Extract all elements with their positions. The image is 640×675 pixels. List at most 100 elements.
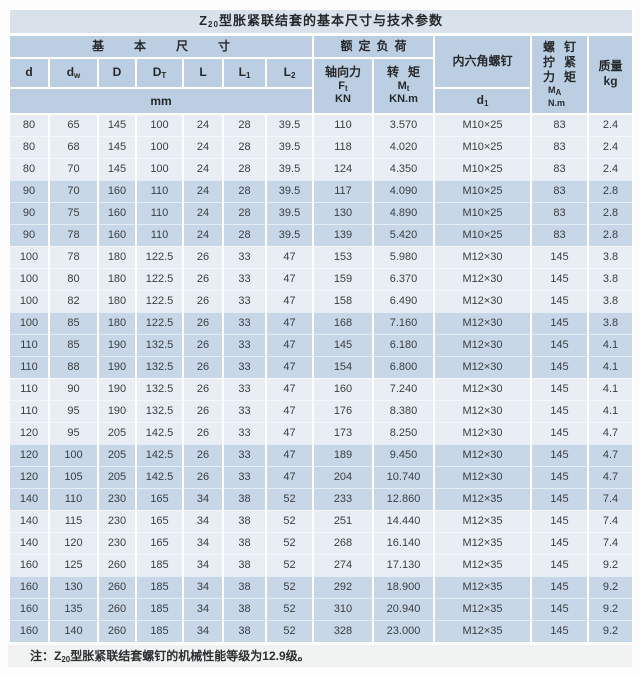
table-cell: 260 [97,575,137,598]
table-cell: 9.2 [586,575,635,598]
screw-tightening-line3: 力矩 [542,70,585,85]
table-cell: 145 [530,465,589,488]
table-cell: 185 [135,575,184,598]
table-cell: 33 [222,311,267,334]
table-row: 140 115 230 165 34 38 52 251 14.440 M12×35 145 7.4 [8,509,635,532]
col-axial-force: 轴向力 Ft KN [312,57,374,115]
table-cell: 160 [8,553,50,576]
table-cell: M12×35 [433,509,532,532]
table-cell: 180 [97,289,137,312]
table-cell: 34 [182,575,224,598]
table-cell: 142.5 [135,465,184,488]
axial-force-unit: KN [335,93,351,106]
table-cell: 165 [135,531,184,554]
table-cell: 176 [312,399,374,422]
table-cell: 130 [48,575,99,598]
table-cell: M10×25 [433,135,532,158]
table-cell: M12×35 [433,531,532,554]
table-cell: 38 [222,509,267,532]
table-cell: 233 [312,487,374,510]
table-cell: 47 [265,289,314,312]
table-cell: 140 [48,619,99,642]
axial-force-label: 轴向力 [324,65,361,80]
table-cell: 145 [530,421,589,444]
table-cell: 47 [265,355,314,378]
table-row: 110 85 190 132.5 26 33 47 145 6.180 M12×30 145 4.1 [8,333,635,356]
table-cell: 165 [135,487,184,510]
table-cell: 2.8 [586,179,635,202]
table-cell: 145 [530,597,589,620]
table-cell: 26 [182,465,224,488]
table-cell: 90 [8,179,50,202]
table-cell: 85 [48,311,99,334]
table-row: 80 70 145 100 24 28 39.5 124 4.350 M10×25 83 2.4 [8,157,635,180]
table-cell: 47 [265,311,314,334]
table-cell: 100 [8,245,50,268]
table-cell: M10×25 [433,201,532,224]
col-d1: d1 [433,87,532,115]
table-cell: 130 [312,201,374,224]
title-prefix-sub: 20 [208,19,219,29]
table-cell: M10×25 [433,223,532,246]
table-cell: 173 [312,421,374,444]
table-row: 100 80 180 122.5 26 33 47 159 6.370 M12×30 145 3.8 [8,267,635,290]
table-cell: 122.5 [135,311,184,334]
table-cell: 33 [222,245,267,268]
table-cell: 8.250 [372,421,435,444]
table-row: 100 78 180 122.5 26 33 47 153 5.980 M12×30 145 3.8 [8,245,635,268]
table-row: 120 100 205 142.5 26 33 47 189 9.450 M12×30 145 4.7 [8,443,635,466]
table-cell: M12×30 [433,443,532,466]
table-cell: 4.1 [586,355,635,378]
table-cell: 52 [265,531,314,554]
table-cell: 16.140 [372,531,435,554]
table-row: 160 125 260 185 34 38 52 274 17.130 M12×35 145 9.2 [8,553,635,576]
table-cell: 23.000 [372,619,435,642]
table-cell: 122.5 [135,267,184,290]
col-L: L [182,57,224,89]
basic-dims-label: 基本尺寸 [91,39,260,54]
mass-unit: kg [603,74,618,89]
table-cell: 6.370 [372,267,435,290]
table-cell: 2.4 [586,135,635,158]
table-cell: 4.7 [586,421,635,444]
table-cell: 9.2 [586,597,635,620]
table-cell: 47 [265,267,314,290]
col-D: D [97,57,137,89]
table-cell: 24 [182,201,224,224]
table-cell: 260 [97,553,137,576]
table-cell: 160 [312,377,374,400]
table-cell: 145 [530,619,589,642]
table-cell: 47 [265,443,314,466]
table-cell: 125 [48,553,99,576]
header-basic-dims: 基本尺寸 [8,33,314,59]
table-cell: 26 [182,267,224,290]
table-cell: 190 [97,399,137,422]
table-cell: 39.5 [265,113,314,136]
table-cell: 47 [265,333,314,356]
table-row: 120 95 205 142.5 26 33 47 173 8.250 M12×30 145 4.7 [8,421,635,444]
table-cell: 39.5 [265,135,314,158]
table-cell: 26 [182,421,224,444]
table-cell: 24 [182,179,224,202]
table-cell: 4.090 [372,179,435,202]
table-cell: 7.160 [372,311,435,334]
table-cell: 145 [530,553,589,576]
table-cell: 120 [48,531,99,554]
table-cell: 120 [8,421,50,444]
table-cell: 110 [8,377,50,400]
table-cell: 38 [222,531,267,554]
table-cell: 4.020 [372,135,435,158]
table-cell: 145 [530,267,589,290]
table-cell: 28 [222,201,267,224]
table-cell: M10×25 [433,157,532,180]
table-cell: 75 [48,201,99,224]
table-cell: 3.8 [586,311,635,334]
mass-label: 质量 [598,58,623,73]
table-cell: 33 [222,333,267,356]
table-cell: 7.4 [586,531,635,554]
table-cell: 159 [312,267,374,290]
table-cell: 158 [312,289,374,312]
table-cell: M10×25 [433,113,532,136]
table-cell: 33 [222,465,267,488]
table-cell: 8.380 [372,399,435,422]
